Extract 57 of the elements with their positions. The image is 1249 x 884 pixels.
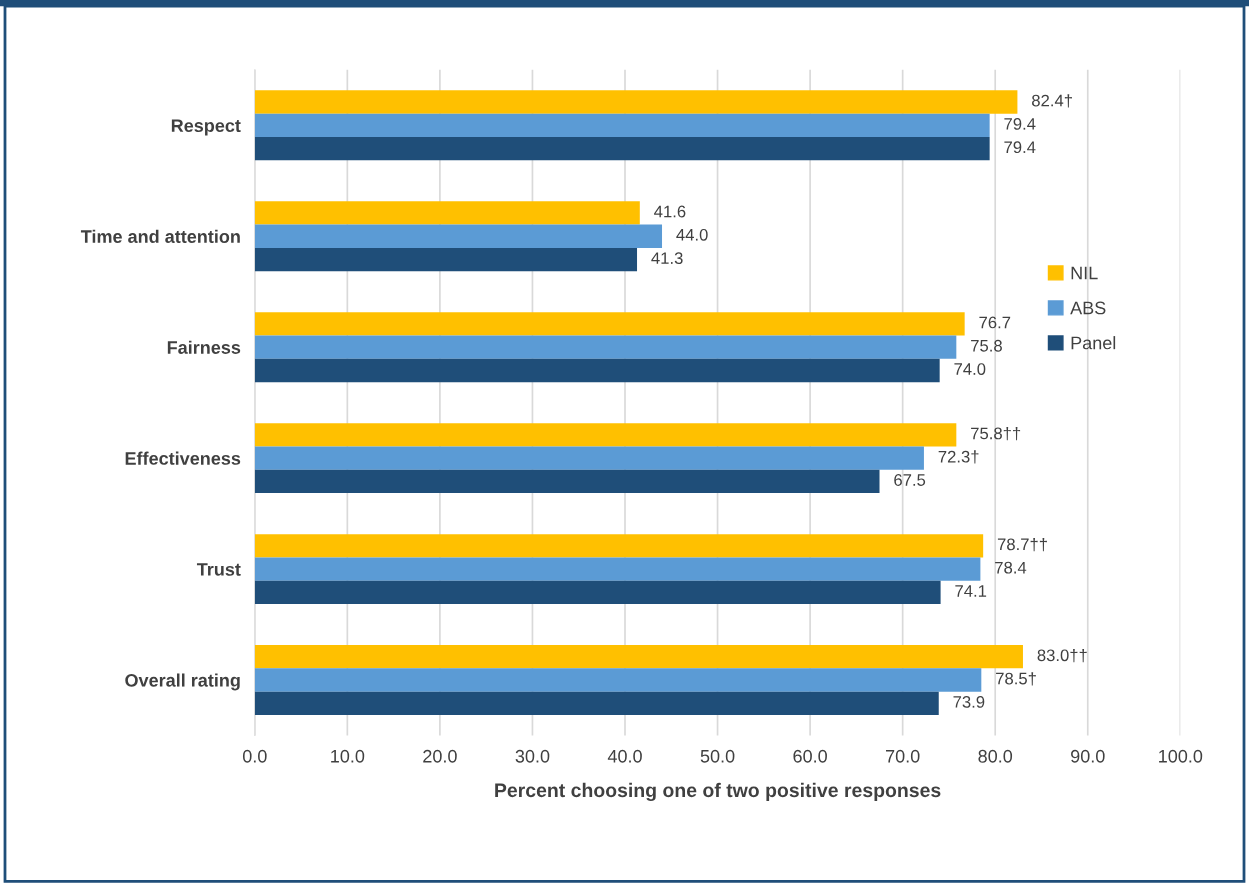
bar [254,645,1023,669]
y-tick-label: Fairness [167,340,241,354]
data-label: 79.4 [1004,117,1036,130]
x-tick-label: 10.0 [331,749,365,763]
legend-label: NIL [1071,266,1098,280]
x-tick-label: 100.0 [1159,749,1203,763]
bar [254,423,957,447]
data-label: 72.3† [938,450,979,464]
data-label: 78.5† [996,672,1036,686]
bar [254,469,880,494]
x-axis-title: Percent choosing one of two positive responses [495,782,941,802]
bar [254,247,638,272]
data-label: 82.4† [1032,94,1072,108]
bar [254,136,990,161]
data-label: 75.8 [971,339,1002,352]
x-tick-label: 80.0 [978,749,1013,763]
data-label: 78.4 [995,561,1027,574]
data-label: 73.9 [953,695,985,708]
bar [254,446,924,470]
bar [254,312,965,336]
y-tick-label: Effectiveness [125,451,241,465]
data-label: 74.0 [954,363,986,375]
bar [254,224,663,248]
x-tick-label: 90.0 [1071,749,1105,763]
y-tick-label: Trust [196,563,241,576]
data-label: 41.6 [654,205,686,218]
data-label: 41.3 [651,252,683,265]
x-tick-label: 70.0 [886,749,920,763]
y-tick-label: Time and attention [80,229,240,243]
legend-label: Panel [1071,336,1116,350]
x-tick-label: 40.0 [607,749,642,763]
legend-label: ABS [1070,301,1106,315]
data-label: 75.8†† [971,427,1021,441]
x-tick-label: 50.0 [700,749,735,763]
y-tick-label: Overall rating [125,673,240,691]
bar [254,534,984,558]
bar [254,691,939,715]
data-label: 78.7†† [997,538,1047,552]
bar [254,580,941,605]
x-tick-label: 20.0 [423,749,457,763]
bar [254,668,982,692]
bar [254,201,640,225]
x-tick-label: 60.0 [793,749,827,763]
x-tick-label: 30.0 [515,749,550,763]
data-label: 79.4 [1004,141,1036,154]
data-label: 74.1 [955,585,987,597]
data-label: 44.0 [676,228,708,241]
data-label: 76.7 [979,316,1011,329]
bar [254,557,981,581]
bar [254,113,990,137]
x-tick-label: 0.0 [242,749,267,763]
bar [254,90,1018,114]
y-tick-label: Respect [171,119,241,136]
data-label: 83.0†† [1037,648,1087,663]
bar [254,335,957,359]
data-label: 67.5 [894,474,926,486]
bar [254,358,940,383]
